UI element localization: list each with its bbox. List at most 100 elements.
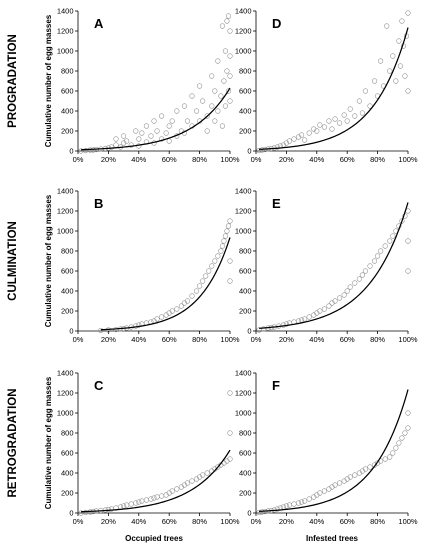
data-point xyxy=(136,136,142,142)
y-tick-label: 1400 xyxy=(235,369,252,378)
data-point xyxy=(227,98,233,104)
data-point xyxy=(259,147,265,153)
data-point xyxy=(286,138,293,144)
data-point xyxy=(367,464,373,470)
y-tick-label: 0 xyxy=(69,509,73,518)
x-tick-label: 100% xyxy=(398,155,418,164)
x-tick-label: 40% xyxy=(309,155,324,164)
data-point xyxy=(203,273,209,279)
data-point xyxy=(259,509,265,515)
y-tick-label: 0 xyxy=(69,147,73,156)
panel-B: 0 200 400 600 800 1000 1200 1400 0% 20% 40% 60% 80% 1… xyxy=(44,187,240,344)
x-tick-label: 20% xyxy=(279,517,294,526)
data-point xyxy=(225,223,232,229)
data-point xyxy=(371,78,378,84)
x-tick-label: 0% xyxy=(251,517,262,526)
data-point xyxy=(378,58,384,64)
y-tick-label: 1200 xyxy=(57,27,74,36)
x-tick-label: 60% xyxy=(162,335,177,344)
data-point xyxy=(204,470,210,476)
data-point xyxy=(174,486,180,492)
data-point xyxy=(224,228,230,234)
data-point xyxy=(209,103,215,109)
panel-C: 0 200 400 600 800 1000 1200 1400 0% 20% 40% 60% 80% 1… xyxy=(44,369,240,543)
data-point xyxy=(382,243,388,249)
data-point xyxy=(344,288,350,294)
data-point xyxy=(225,13,232,19)
data-point xyxy=(121,133,127,139)
y-tick-label: 600 xyxy=(61,449,74,458)
data-point xyxy=(221,238,227,244)
data-point xyxy=(306,496,312,502)
data-point xyxy=(178,303,184,309)
data-point xyxy=(181,103,187,109)
y-tick-label: 400 xyxy=(239,107,252,116)
data-point xyxy=(390,233,396,239)
data-point xyxy=(405,10,411,16)
data-point xyxy=(329,126,335,132)
x-tick-label: 80% xyxy=(192,517,207,526)
data-point xyxy=(218,93,224,99)
fit-curve xyxy=(259,27,409,150)
y-tick-label: 1400 xyxy=(235,7,252,16)
panel-F: 0 200 400 600 800 1000 1200 1400 0% 20% 40% 60% 80% 1… xyxy=(235,369,418,543)
y-tick-label: 600 xyxy=(61,87,74,96)
data-point xyxy=(136,322,142,328)
data-point xyxy=(227,258,233,264)
data-point xyxy=(143,123,149,129)
y-tick-label: 800 xyxy=(239,247,252,256)
data-point xyxy=(317,308,323,314)
data-point xyxy=(347,106,353,112)
row-title: PROGRADATION xyxy=(7,34,19,128)
data-point xyxy=(151,495,157,501)
y-tick-label: 200 xyxy=(61,127,74,136)
data-point xyxy=(302,498,308,504)
data-point xyxy=(189,293,195,299)
data-point xyxy=(163,130,169,136)
x-tick-label: 100% xyxy=(220,335,240,344)
data-point xyxy=(332,298,338,304)
y-tick-label: 600 xyxy=(239,449,252,458)
data-point xyxy=(222,48,229,54)
data-point xyxy=(184,480,191,486)
data-point xyxy=(382,456,388,462)
data-point xyxy=(174,306,180,312)
data-point xyxy=(402,430,408,436)
y-tick-label: 1400 xyxy=(235,187,252,196)
y-axis-title: Cumulative number of egg masses xyxy=(44,14,53,147)
x-tick-label: 20% xyxy=(101,335,116,344)
data-point xyxy=(371,258,378,264)
x-tick-label: 20% xyxy=(101,155,116,164)
data-point xyxy=(326,303,332,309)
data-point xyxy=(302,137,308,143)
data-point xyxy=(143,497,149,503)
data-point xyxy=(159,314,165,320)
data-point xyxy=(197,283,203,289)
data-point xyxy=(139,130,145,136)
data-point xyxy=(98,327,104,334)
data-point xyxy=(108,144,115,150)
data-point xyxy=(148,133,154,139)
data-point xyxy=(405,88,411,94)
data-point xyxy=(337,295,343,301)
data-point xyxy=(397,63,403,69)
data-point xyxy=(169,488,175,494)
data-point xyxy=(405,238,411,244)
data-point xyxy=(227,53,233,59)
panel-letter: E xyxy=(272,196,281,211)
fit-curve xyxy=(100,237,231,331)
y-axis-title: Cumulative number of egg masses xyxy=(44,194,53,327)
data-point xyxy=(221,78,227,84)
y-tick-label: 600 xyxy=(239,267,252,276)
data-point xyxy=(159,136,165,142)
data-point xyxy=(113,136,119,142)
y-tick-label: 800 xyxy=(61,67,74,76)
x-tick-label: 60% xyxy=(162,517,177,526)
data-point xyxy=(393,445,399,451)
x-tick-label: 40% xyxy=(309,517,324,526)
data-point xyxy=(227,456,233,462)
data-point xyxy=(124,138,130,144)
y-tick-label: 800 xyxy=(239,67,252,76)
data-point xyxy=(154,128,160,134)
data-point xyxy=(184,298,191,304)
